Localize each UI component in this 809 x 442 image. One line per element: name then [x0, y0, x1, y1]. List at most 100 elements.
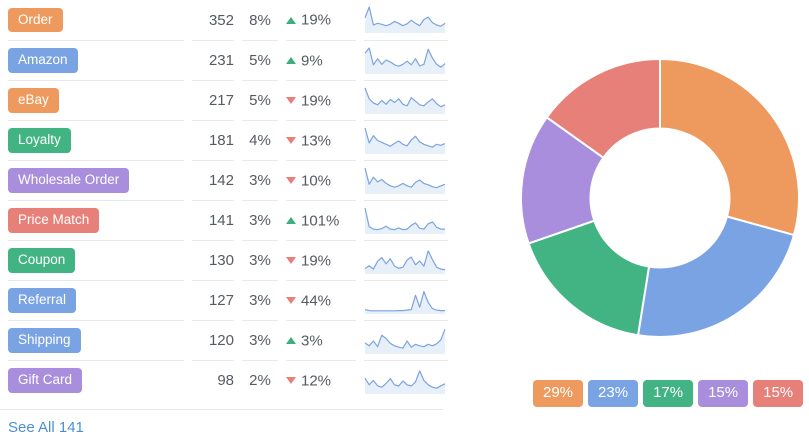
table-row: Coupon 130 3% 19%	[8, 240, 448, 280]
donut-segment[interactable]	[545, 57, 661, 160]
tag-pill[interactable]: eBay	[8, 88, 59, 113]
legend-badge[interactable]: 15%	[698, 380, 749, 407]
share-percent: 3%	[242, 320, 278, 360]
divider	[0, 409, 443, 410]
tag-pill[interactable]: Amazon	[8, 48, 78, 73]
donut-legend: 29% 23% 17% 15% 15%	[533, 380, 804, 407]
tags-metrics-panel: Order 352 8% 19% Amazon 231 5% 9% eBay 217 5% 19% Lo…	[0, 6, 448, 436]
trend-value: 13%	[301, 132, 332, 150]
share-percent: 3%	[242, 160, 278, 200]
trend-down-icon	[286, 177, 296, 185]
count-value: 352	[208, 11, 234, 29]
table-row: Shipping 120 3% 3%	[8, 320, 448, 360]
legend-badge[interactable]: 15%	[753, 380, 804, 407]
table-row: Gift Card 98 2% 12%	[8, 360, 448, 400]
donut-segment[interactable]	[527, 219, 651, 337]
tag-pill[interactable]: Wholesale Order	[8, 168, 130, 193]
donut-segment[interactable]	[636, 215, 796, 338]
tag-pill[interactable]: Coupon	[8, 248, 76, 273]
count-value: 141	[192, 200, 234, 240]
tag-cell: Gift Card	[8, 360, 184, 400]
metrics-table-body: Order 352 8% 19% Amazon 231 5% 9% eBay 217 5% 19% Lo…	[8, 0, 448, 400]
share-percent: 4%	[242, 120, 278, 160]
trend-cell: 101%	[286, 200, 356, 240]
trend-value: 19%	[301, 252, 332, 270]
tag-cell: eBay	[8, 80, 184, 120]
share-percent: 2%	[242, 360, 278, 400]
see-all-link[interactable]: See All 141	[8, 419, 84, 436]
table-row: Loyalty 181 4% 13%	[8, 120, 448, 160]
sparkline-chart	[364, 280, 448, 320]
table-row: Amazon 231 5% 9%	[8, 40, 448, 80]
count-value: 120	[192, 320, 234, 360]
trend-down-icon	[286, 137, 296, 145]
tag-cell: Shipping	[8, 320, 184, 360]
trend-cell: 12%	[286, 360, 356, 400]
share-percent: 5%	[242, 80, 278, 120]
tag-pill[interactable]: Price Match	[8, 208, 100, 233]
table-row: Referral 127 3% 44%	[8, 280, 448, 320]
trend-value: 44%	[301, 292, 332, 310]
tag-cell: Coupon	[8, 240, 184, 280]
trend-up-icon	[286, 217, 296, 225]
legend-badge[interactable]: 17%	[643, 380, 694, 407]
share-percent: 3%	[242, 240, 278, 280]
share-percent: 3%	[242, 280, 278, 320]
trend-up-icon	[286, 337, 296, 345]
legend-badge[interactable]: 23%	[588, 380, 639, 407]
tag-pill[interactable]: Referral	[8, 288, 77, 313]
trend-up-icon	[286, 16, 296, 24]
tag-pill[interactable]: Gift Card	[8, 368, 83, 393]
table-row: Order 352 8% 19%	[8, 0, 448, 40]
share-percent: 8%	[249, 11, 271, 29]
sparkline-chart	[364, 320, 448, 360]
table-row: Price Match 141 3% 101%	[8, 200, 448, 240]
trend-down-icon	[286, 377, 296, 385]
tag-cell: Wholesale Order	[8, 160, 184, 200]
share-percent: 5%	[242, 40, 278, 80]
count-value: 142	[192, 160, 234, 200]
trend-value: 9%	[301, 52, 323, 70]
tag-cell: Referral	[8, 280, 184, 320]
tag-cell: Order	[8, 0, 184, 40]
trend-value: 12%	[301, 372, 332, 390]
sparkline-chart	[364, 160, 448, 200]
table-row: eBay 217 5% 19%	[8, 80, 448, 120]
donut-chart	[519, 57, 801, 339]
tag-cell: Amazon	[8, 40, 184, 80]
sparkline-chart	[364, 200, 448, 240]
trend-cell: 10%	[286, 160, 356, 200]
sparkline-chart	[364, 80, 448, 120]
sparkline-chart	[364, 0, 448, 40]
sparkline-chart	[364, 120, 448, 160]
count-value: 181	[192, 120, 234, 160]
legend-badge[interactable]: 29%	[533, 380, 584, 407]
count-value: 98	[192, 360, 234, 400]
trend-cell: 13%	[286, 120, 356, 160]
trend-down-icon	[286, 257, 296, 265]
trend-cell: 19%	[286, 80, 356, 120]
trend-cell: 44%	[286, 280, 356, 320]
share-percent: 3%	[242, 200, 278, 240]
tag-pill[interactable]: Loyalty	[8, 128, 71, 153]
tag-cell: Loyalty	[8, 120, 184, 160]
tag-cell: Price Match	[8, 200, 184, 240]
trend-cell: 19%	[286, 0, 356, 40]
sparkline-chart	[364, 360, 448, 400]
trend-value: 3%	[301, 332, 323, 350]
count-value: 130	[192, 240, 234, 280]
donut-segment[interactable]	[659, 57, 800, 237]
count-value: 231	[192, 40, 234, 80]
trend-value: 19%	[301, 11, 332, 29]
tag-pill[interactable]: Shipping	[8, 328, 81, 353]
trend-down-icon	[286, 297, 296, 305]
sparkline-chart	[364, 40, 448, 80]
trend-value: 101%	[301, 212, 340, 230]
count-value: 127	[192, 280, 234, 320]
tag-pill[interactable]: Order	[8, 7, 63, 33]
tags-metrics-table: Order 352 8% 19% Amazon 231 5% 9% eBay 217 5% 19% Lo…	[8, 0, 448, 400]
sparkline-chart	[364, 240, 448, 280]
count-value: 217	[192, 80, 234, 120]
table-row: Wholesale Order 142 3% 10%	[8, 160, 448, 200]
trend-down-icon	[286, 97, 296, 105]
